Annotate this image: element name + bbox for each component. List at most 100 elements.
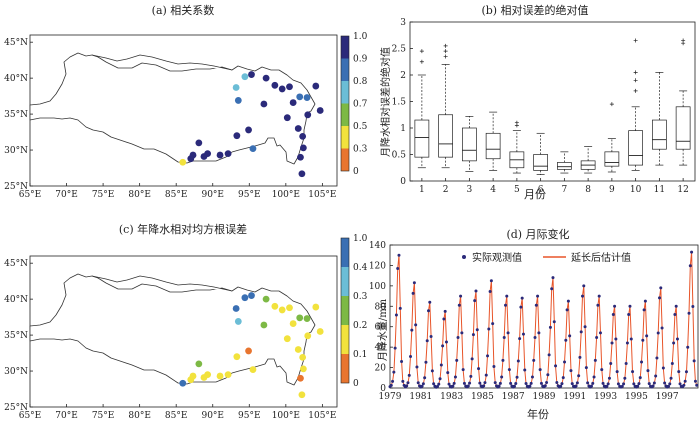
observed-point [427, 309, 430, 313]
observed-point [394, 313, 398, 317]
y-tick-label: 60 [375, 323, 387, 333]
x-tick-label: 10 [630, 185, 642, 195]
observed-point [670, 361, 674, 365]
observed-point [550, 287, 554, 291]
station-point [248, 292, 255, 299]
x-tick-label: 90°E [201, 411, 224, 421]
y-tick-label: 80 [375, 302, 387, 312]
observed-point [660, 326, 664, 330]
observed-point [486, 354, 490, 358]
observed-point [663, 381, 667, 385]
observed-point [546, 373, 550, 377]
observed-point [559, 384, 563, 388]
x-tick-label: 1981 [409, 392, 432, 402]
observed-point [627, 312, 631, 316]
x-tick-label: 1989 [533, 392, 556, 402]
station-point [296, 314, 304, 322]
observed-point [643, 299, 647, 303]
panel-a-title: (a) 相关系数 [152, 3, 215, 17]
y-tick-label: 140 [369, 241, 386, 251]
observed-point [625, 341, 629, 345]
observed-point [507, 368, 511, 372]
observed-point [502, 335, 506, 339]
observed-point [452, 381, 456, 385]
observed-point [583, 325, 587, 329]
observed-point [504, 303, 507, 307]
observed-point [545, 380, 549, 384]
observed-point [392, 370, 396, 374]
observed-point [498, 381, 502, 385]
station-point [241, 294, 249, 302]
colorbar-segment [341, 148, 349, 171]
x-tick-label: 1983 [440, 392, 463, 402]
observed-point [570, 382, 574, 386]
observed-point [595, 335, 599, 339]
station-point [303, 94, 311, 101]
colorbar-segment [341, 325, 349, 354]
observed-point [400, 359, 404, 363]
station-point [312, 82, 320, 90]
box-iqr [533, 154, 548, 171]
y-tick-label: 30°N [4, 367, 28, 377]
observed-point [537, 331, 541, 335]
colorbar-segment [341, 354, 349, 383]
observed-point [668, 382, 672, 386]
observed-point [569, 369, 573, 373]
observed-point [489, 279, 493, 283]
box-month-5 [509, 120, 525, 174]
observed-point [673, 312, 677, 316]
observed-point [423, 376, 427, 380]
panel-d-ylabel: 月降水量/mm [376, 298, 389, 361]
observed-point [613, 304, 617, 308]
observed-point [577, 374, 581, 378]
observed-point [459, 294, 463, 298]
observed-point [532, 358, 536, 362]
panel-d-estimated-line [389, 252, 698, 388]
observed-point [420, 384, 424, 388]
colorbar-label: 0.1 [353, 350, 367, 360]
y-tick-label: 40°N [4, 295, 28, 305]
box-month-9 [604, 102, 620, 173]
observed-point [456, 335, 460, 339]
observed-point [424, 360, 428, 364]
station-point [299, 365, 307, 373]
observed-point [584, 366, 588, 370]
observed-point [620, 384, 624, 388]
x-tick-label: 9 [609, 185, 615, 195]
station-point [245, 126, 252, 134]
station-point [204, 371, 212, 379]
observed-point [551, 276, 555, 280]
observed-point [412, 281, 416, 285]
y-tick-label: 2.5 [392, 45, 407, 55]
observed-point [564, 338, 568, 342]
box-iqr [628, 130, 643, 166]
box-iqr [652, 119, 667, 150]
observed-point [636, 384, 640, 388]
box-outlier [633, 78, 638, 83]
observed-point [520, 296, 524, 300]
station-point [298, 391, 306, 399]
panel-b-title: (b) 相对误差的绝对值 [481, 3, 588, 17]
y-tick-label: 120 [369, 261, 386, 271]
observed-point [611, 312, 615, 316]
panel-b-ylabel: 月降水相对误差的绝对值 [379, 47, 392, 157]
x-tick-label: 80°E [128, 411, 151, 421]
colorbar-segment [341, 296, 349, 325]
observed-point [409, 354, 413, 358]
observed-point [512, 384, 516, 388]
observed-point [437, 382, 441, 386]
observed-point [497, 384, 501, 388]
observed-point [534, 303, 538, 307]
colorbar-segment [341, 126, 349, 149]
x-tick-label: 7 [562, 185, 568, 195]
observed-point [568, 334, 572, 338]
colorbar-label: 0.8 [353, 77, 368, 87]
observed-point [443, 309, 447, 313]
observed-point [536, 294, 540, 298]
observed-point [428, 300, 432, 304]
observed-point [655, 356, 659, 360]
box-month-10 [628, 38, 643, 171]
observed-point [410, 328, 414, 332]
station-point [278, 85, 286, 93]
box-outlier [633, 38, 638, 43]
